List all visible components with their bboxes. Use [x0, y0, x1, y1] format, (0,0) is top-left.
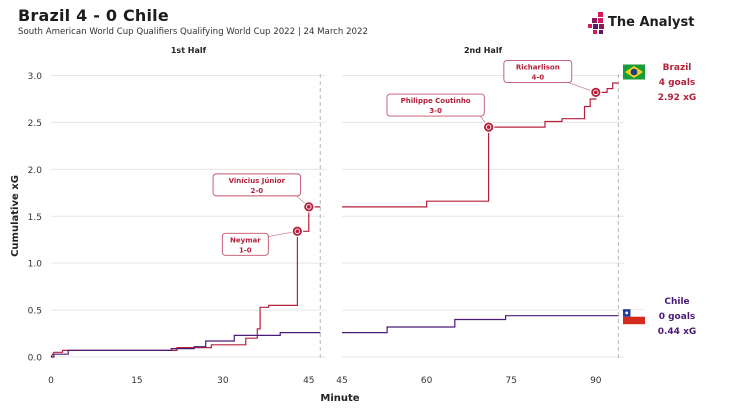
chile-flag-white	[623, 309, 645, 317]
x-axis-label: Minute	[320, 393, 359, 404]
goal-scorer-label: Philippe Coutinho	[401, 97, 471, 105]
brazil-legend-name: Brazil	[663, 63, 692, 73]
goal-scorer-label: Richarlison	[516, 63, 560, 71]
goal-score-label: 4-0	[531, 73, 544, 81]
x-tick-label: 90	[590, 376, 602, 386]
x-tick-label: 45	[336, 376, 347, 386]
y-tick-label: 2.5	[28, 119, 42, 129]
brazil-xg-line	[342, 82, 619, 208]
x-tick-label: 60	[421, 376, 433, 386]
page-title: Brazil 4 - 0 Chile	[18, 6, 169, 25]
chile-legend-xg: 0.44 xG	[658, 327, 697, 337]
chile-flag-star	[625, 311, 629, 315]
goal-callout-box	[212, 173, 302, 197]
goal-callout-box	[221, 232, 269, 256]
chile-legend-name: Chile	[664, 297, 689, 307]
chile-legend-goals: 0 goals	[659, 312, 696, 322]
brazil-legend-xg: 2.92 xG	[658, 93, 697, 103]
brazil-legend-goals: 4 goals	[659, 78, 696, 88]
y-tick-label: 1.0	[28, 260, 43, 270]
goal-marker-icon	[303, 201, 315, 213]
analyst-logo-icon	[588, 12, 604, 34]
goal-marker-ball-icon	[485, 124, 492, 130]
panel-title: 2nd Half	[464, 46, 503, 55]
x-tick-label: 45	[303, 376, 314, 386]
goal-score-label: 2-0	[250, 187, 263, 195]
y-tick-label: 0.0	[28, 354, 43, 364]
x-tick-label: 75	[505, 376, 516, 386]
x-tick-label: 15	[131, 376, 142, 386]
goal-score-label: 3-0	[429, 107, 442, 115]
chile-xg-line	[51, 332, 321, 358]
y-tick-label: 3.0	[28, 72, 43, 82]
goal-marker-ball-icon	[593, 89, 599, 96]
goal-marker-icon	[589, 86, 602, 99]
panel-title: 1st Half	[171, 46, 207, 55]
y-axis-label: Cumulative xG	[10, 175, 21, 257]
goal-scorer-label: Neymar	[230, 236, 261, 244]
goal-callout-box	[386, 93, 485, 117]
goal-callout-box	[503, 59, 573, 83]
goal-marker-ball-icon	[306, 204, 312, 210]
y-tick-label: 2.0	[28, 166, 43, 176]
goal-marker-icon	[482, 121, 495, 133]
goal-marker-ball-icon	[294, 228, 301, 235]
x-tick-label: 30	[217, 376, 229, 386]
y-tick-label: 1.5	[28, 213, 42, 223]
y-tick-label: 0.5	[28, 307, 42, 317]
brazil-flag-globe	[630, 68, 638, 76]
x-tick-label: 0	[48, 376, 54, 386]
chile-xg-line	[342, 315, 619, 334]
goal-marker-icon	[291, 225, 304, 238]
goal-score-label: 1-0	[239, 246, 252, 254]
goal-scorer-label: Vinícius Júnior	[229, 177, 286, 185]
brand-name: The Analyst	[608, 15, 695, 30]
page-subtitle: South American World Cup Qualifiers Qual…	[18, 27, 368, 37]
